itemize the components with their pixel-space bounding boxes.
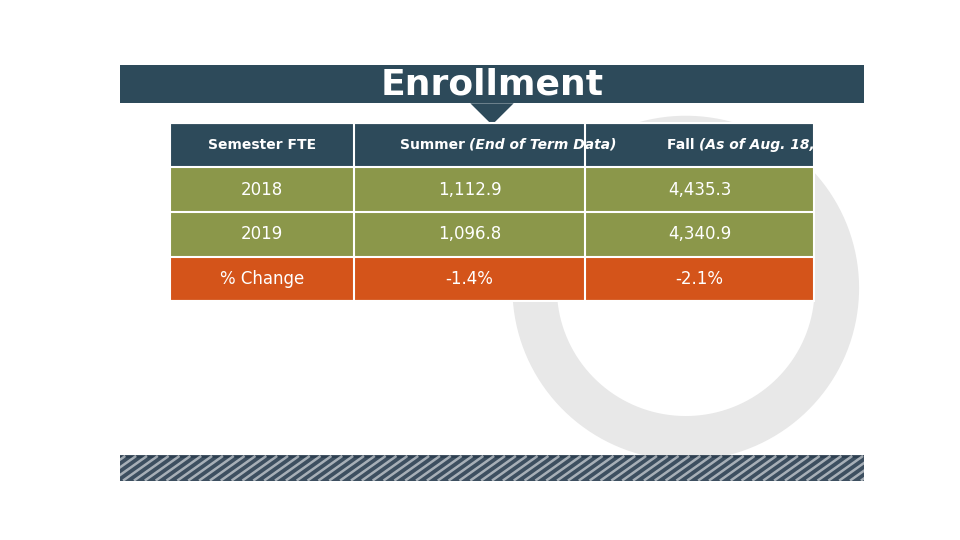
Polygon shape	[470, 103, 514, 125]
Bar	[170, 212, 814, 256]
Text: 2018: 2018	[241, 180, 283, 199]
Text: Fall: Fall	[667, 138, 700, 152]
Text: % Change: % Change	[220, 270, 304, 288]
Text: 1,112.9: 1,112.9	[438, 180, 501, 199]
Text: (End of Term Data): (End of Term Data)	[469, 138, 617, 152]
Bar	[120, 65, 864, 103]
Text: 1,096.8: 1,096.8	[438, 225, 501, 243]
Bar	[170, 167, 814, 212]
Bar	[170, 123, 814, 167]
Text: Enrollment: Enrollment	[380, 67, 604, 101]
Text: 2019: 2019	[241, 225, 283, 243]
Text: 4,435.3: 4,435.3	[668, 180, 732, 199]
Text: (As of Aug. 18, 2019): (As of Aug. 18, 2019)	[700, 138, 865, 152]
Text: 4,340.9: 4,340.9	[668, 225, 732, 243]
Text: Semester FTE: Semester FTE	[208, 138, 316, 152]
Bar	[120, 456, 864, 481]
Bar	[170, 123, 814, 301]
Bar	[170, 256, 814, 301]
Text: -2.1%: -2.1%	[676, 270, 724, 288]
Text: -1.4%: -1.4%	[445, 270, 493, 288]
Text: Summer: Summer	[399, 138, 469, 152]
